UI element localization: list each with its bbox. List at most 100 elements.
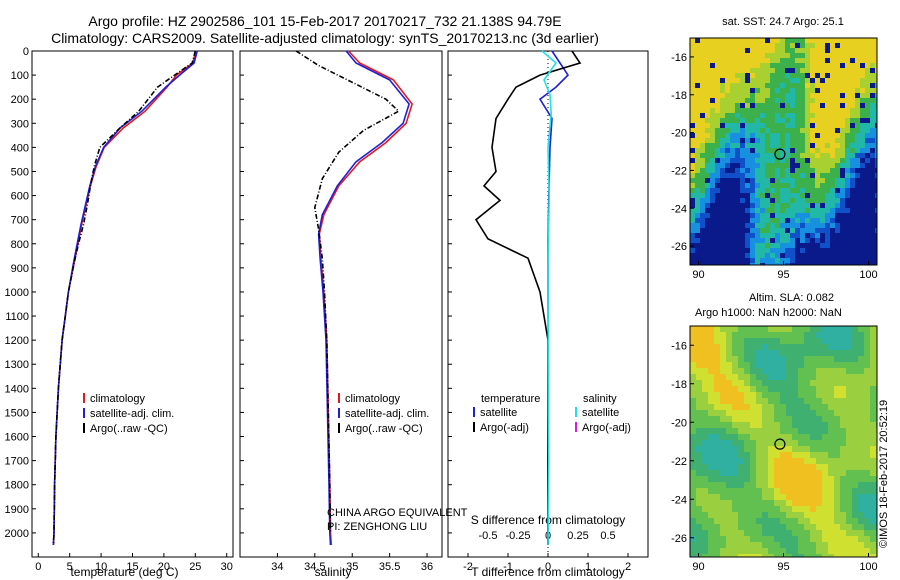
map-cell [730,103,735,108]
map-cell [850,158,855,163]
map-cell [726,482,732,488]
map-cell [756,458,762,464]
map-cell [760,253,765,258]
map-cell [710,183,715,188]
map-cell [725,93,730,98]
map-cell [774,344,780,350]
map-cell [750,476,756,482]
map-cell [805,118,810,123]
map-cell [786,464,792,470]
map-cell [805,58,810,63]
map-cell [840,138,845,143]
map-cell [730,68,735,73]
map-cell [750,263,755,265]
map-cell [810,48,815,53]
map-cell [690,103,695,108]
map-cell [845,163,850,168]
map-cell [860,163,865,168]
map-cell [775,158,780,163]
map-cell [774,554,780,557]
map-cell [830,218,835,223]
map-cell [820,53,825,58]
map-cell [774,542,780,548]
map-cell [792,470,798,476]
map-cell [695,168,700,173]
map-cell [780,93,785,98]
map-cell [800,193,805,198]
map-cell [785,208,790,213]
map-cell [744,398,750,404]
map-cell [726,350,732,356]
map-cell [755,53,760,58]
map-cell [810,98,815,103]
map-cell [864,500,870,506]
map-cell [768,380,774,386]
map-cell [822,368,828,374]
map-cell [708,374,714,380]
map-cell [765,143,770,148]
map-cell [744,500,750,506]
map-cell [845,43,850,48]
map-cell [850,53,855,58]
map-cell [860,148,865,153]
map-cell [735,233,740,238]
map-cell [834,368,840,374]
map-cell [804,494,810,500]
map-cell [762,368,768,374]
map-cell [798,554,804,557]
map-cell [830,103,835,108]
map-cell [858,518,864,524]
map-cell [774,356,780,362]
map-cell [720,380,726,386]
map-cell [858,458,864,464]
map-cell [860,113,865,118]
map-cell [855,63,860,68]
map-cell [804,386,810,392]
map-cell [730,58,735,63]
map-cell [792,344,798,350]
map-cell [696,332,702,338]
map-cell [730,243,735,248]
map-cell [762,554,768,557]
map-cell [815,138,820,143]
map-cell [690,332,696,338]
map-cell [690,530,696,536]
map-cell [810,362,816,368]
map-cell [785,88,790,93]
map-cell [815,123,820,128]
map-cell [705,218,710,223]
map-cell [850,128,855,133]
map-cell [756,398,762,404]
map-cell [755,113,760,118]
map-cell [738,416,744,422]
map-cell [830,48,835,53]
map-cell [860,143,865,148]
map-cell [726,434,732,440]
map-cell [750,392,756,398]
map-cell [790,83,795,88]
map-cell [860,258,865,263]
map-cell [714,536,720,542]
x-tick-label-top: -0.25 [505,530,530,542]
temperature-axes [31,50,234,558]
map-cell [810,482,816,488]
map-cell [855,53,860,58]
map-cell [700,218,705,223]
map-cell [790,113,795,118]
map-cell [705,88,710,93]
map-cell [850,238,855,243]
map-cell [720,48,725,53]
map-cell [822,416,828,422]
map-cell [720,108,725,113]
map-cell [700,163,705,168]
map-cell [760,103,765,108]
map-cell [735,128,740,133]
map-cell [800,233,805,238]
map-cell [816,422,822,428]
map-cell [744,326,750,332]
map-cell [798,440,804,446]
map-cell [816,464,822,470]
map-cell [720,38,725,43]
map-cell [870,263,875,265]
map-cell [852,530,858,536]
